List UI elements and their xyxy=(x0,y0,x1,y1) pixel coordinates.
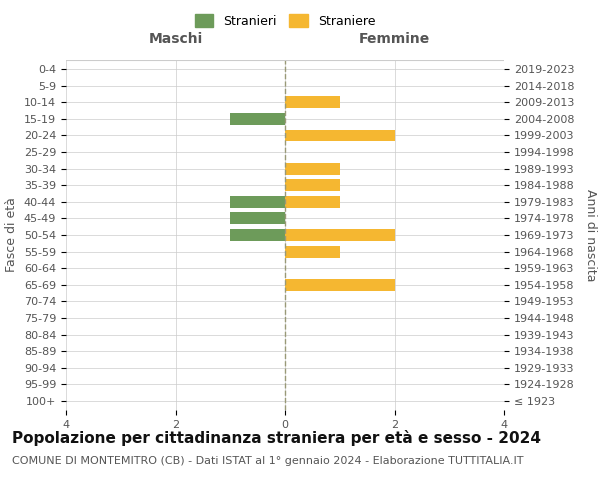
Text: Popolazione per cittadinanza straniera per età e sesso - 2024: Popolazione per cittadinanza straniera p… xyxy=(12,430,541,446)
Legend: Stranieri, Straniere: Stranieri, Straniere xyxy=(191,10,379,31)
Bar xyxy=(230,196,285,208)
Text: Maschi: Maschi xyxy=(148,32,203,46)
Y-axis label: Fasce di età: Fasce di età xyxy=(5,198,19,272)
Bar xyxy=(285,162,340,174)
Bar xyxy=(230,113,285,125)
Bar xyxy=(285,229,395,241)
Bar xyxy=(285,180,340,191)
Bar xyxy=(230,212,285,224)
Bar xyxy=(285,96,340,108)
Text: Femmine: Femmine xyxy=(359,32,430,46)
Bar xyxy=(285,130,395,141)
Bar xyxy=(285,196,340,208)
Text: COMUNE DI MONTEMITRO (CB) - Dati ISTAT al 1° gennaio 2024 - Elaborazione TUTTITA: COMUNE DI MONTEMITRO (CB) - Dati ISTAT a… xyxy=(12,456,523,466)
Y-axis label: Anni di nascita: Anni di nascita xyxy=(584,188,596,281)
Bar xyxy=(285,246,340,258)
Bar xyxy=(285,279,395,290)
Bar xyxy=(230,229,285,241)
